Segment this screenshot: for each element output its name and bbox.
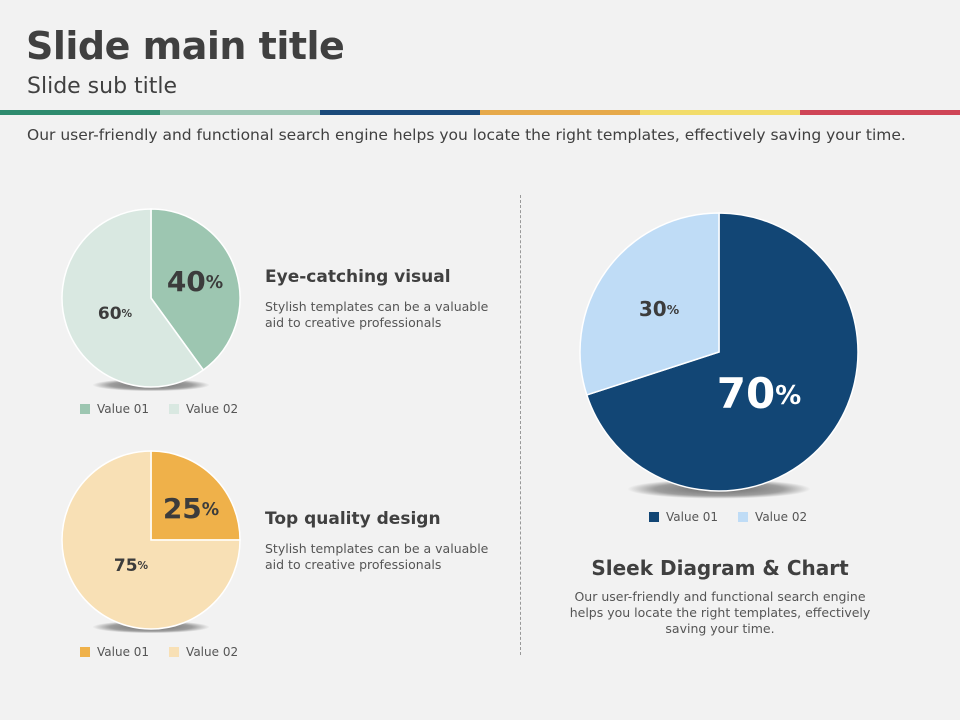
pie2-heading: Top quality design bbox=[265, 509, 441, 529]
legend-item: Value 02 bbox=[738, 510, 807, 524]
legend-item: Value 01 bbox=[80, 402, 149, 416]
legend-item: Value 01 bbox=[649, 510, 718, 524]
color-stripe bbox=[0, 110, 960, 115]
stripe-segment bbox=[160, 110, 320, 115]
slice-label-2: 30% bbox=[639, 297, 680, 321]
legend-swatch bbox=[738, 512, 749, 522]
pie1-heading: Eye-catching visual bbox=[265, 267, 451, 287]
pie-chart-top-quality: 25% 75% bbox=[61, 450, 241, 634]
legend-item: Value 01 bbox=[80, 645, 149, 659]
stripe-segment bbox=[320, 110, 480, 115]
pie-chart-eye-catching: 40% 60% bbox=[61, 208, 241, 392]
stripe-segment bbox=[0, 110, 160, 115]
legend-swatch bbox=[169, 404, 180, 414]
slice-label-2: 60% bbox=[98, 304, 133, 324]
legend-swatch bbox=[80, 647, 90, 657]
pie-slice-1 bbox=[150, 450, 241, 541]
stripe-segment bbox=[640, 110, 800, 115]
legend-pie3: Value 01 Value 02 bbox=[649, 510, 827, 524]
legend-label: Value 01 bbox=[97, 645, 150, 659]
intro-text: Our user-friendly and functional search … bbox=[27, 126, 906, 144]
pie2-description: Stylish templates can be a valuable aid … bbox=[265, 541, 489, 572]
vertical-divider bbox=[520, 195, 521, 655]
pie-slice-1 bbox=[585, 212, 859, 492]
stripe-segment bbox=[480, 110, 640, 115]
legend-pie1: Value 01 Value 02 bbox=[80, 402, 258, 416]
legend-pie2: Value 01 Value 02 bbox=[80, 645, 258, 659]
pie-slice-1 bbox=[150, 208, 241, 372]
legend-label: Value 02 bbox=[186, 645, 239, 659]
slice-label-1: 40% bbox=[167, 265, 223, 298]
pie-slice-2 bbox=[61, 450, 241, 630]
slice-label-2: 75% bbox=[114, 556, 149, 576]
slide-subtitle: Slide sub title bbox=[27, 74, 178, 99]
pie-chart-sleek: 70% 30% bbox=[579, 212, 859, 499]
legend-label: Value 01 bbox=[666, 510, 719, 524]
legend-swatch bbox=[80, 404, 90, 414]
pie3-heading: Sleek Diagram & Chart bbox=[591, 556, 849, 580]
legend-item: Value 02 bbox=[169, 402, 238, 416]
legend-label: Value 01 bbox=[97, 402, 150, 416]
slice-label-1: 25% bbox=[163, 492, 219, 525]
pie3-description: Our user-friendly and functional search … bbox=[569, 589, 871, 636]
pie1-description: Stylish templates can be a valuable aid … bbox=[265, 299, 489, 330]
pie-slice-2 bbox=[61, 208, 205, 388]
legend-item: Value 02 bbox=[169, 645, 238, 659]
legend-swatch bbox=[169, 647, 180, 657]
legend-label: Value 02 bbox=[755, 510, 808, 524]
stripe-segment bbox=[800, 110, 960, 115]
legend-label: Value 02 bbox=[186, 402, 239, 416]
slide-title: Slide main title bbox=[26, 24, 345, 68]
slice-label-1: 70% bbox=[717, 369, 802, 418]
legend-swatch bbox=[649, 512, 659, 522]
pie-slice-2 bbox=[579, 212, 720, 396]
